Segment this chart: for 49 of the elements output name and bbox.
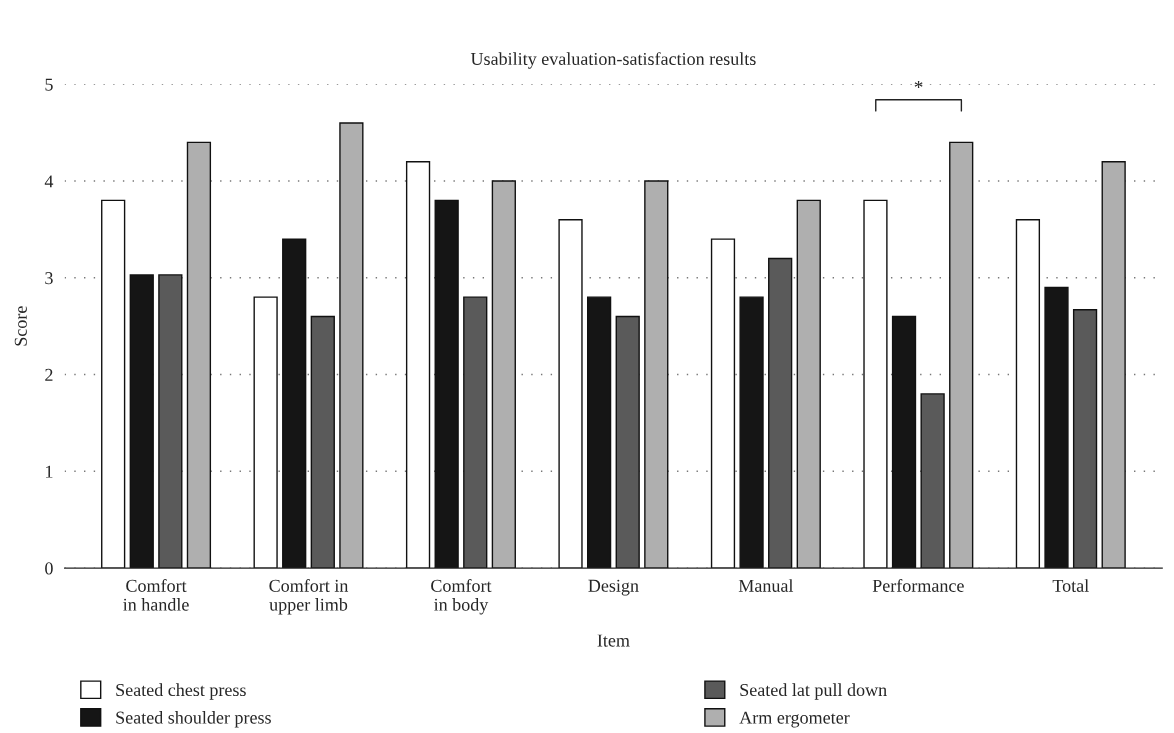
- bar: [739, 296, 764, 569]
- bar: [282, 238, 307, 569]
- bar: [586, 296, 612, 569]
- bar: [310, 315, 335, 569]
- legend-label: Seated lat pull down: [740, 683, 887, 700]
- legend-label: Arm ergometer: [739, 711, 850, 728]
- bar: [863, 199, 888, 569]
- bar: [796, 199, 821, 569]
- bar: [101, 199, 126, 569]
- y-tick-label: 3: [45, 272, 53, 285]
- annotation: *: [914, 80, 923, 89]
- bar: [949, 141, 974, 569]
- x-tick-label: Comfort in body: [431, 579, 492, 615]
- x-tick-label: Comfort in handle: [123, 579, 189, 611]
- bar: [491, 180, 516, 569]
- x-tick-label: Design: [588, 579, 639, 596]
- legend-label: Seated chest press: [116, 683, 246, 700]
- bar: [339, 122, 364, 569]
- bar: [920, 393, 945, 569]
- bar: [644, 180, 669, 569]
- y-tick-label: 0: [45, 562, 53, 575]
- x-tick-label: Total: [1052, 579, 1089, 592]
- y-tick-label: 5: [45, 78, 53, 91]
- x-tick-label: Manual: [738, 579, 794, 592]
- bar: [1101, 161, 1126, 569]
- bar: [405, 161, 431, 569]
- bar: [1044, 286, 1069, 569]
- bar: [1015, 219, 1041, 569]
- bar: [463, 296, 488, 569]
- bar: [710, 238, 736, 569]
- bar: [768, 257, 793, 569]
- bar: [186, 141, 212, 569]
- bar: [615, 315, 640, 569]
- y-tick-label: 2: [45, 368, 53, 381]
- bar: [158, 274, 183, 569]
- bar: [253, 296, 278, 569]
- y-tick-label: 4: [44, 175, 54, 188]
- x-axis-title: Item: [597, 634, 630, 647]
- bar: [129, 274, 154, 569]
- y-axis-title: Score: [14, 306, 27, 346]
- chart-title: Usability evaluation-satisfaction results: [470, 52, 756, 69]
- y-tick-label: 1: [46, 465, 53, 478]
- bar: [434, 199, 459, 569]
- x-tick-label: Performance: [872, 579, 964, 592]
- x-tick-label: Comfort in upper limb: [269, 579, 349, 615]
- bar: [891, 315, 917, 569]
- legend-label: Seated shoulder press: [116, 711, 271, 728]
- bar: [558, 219, 583, 569]
- bar: [1072, 309, 1098, 569]
